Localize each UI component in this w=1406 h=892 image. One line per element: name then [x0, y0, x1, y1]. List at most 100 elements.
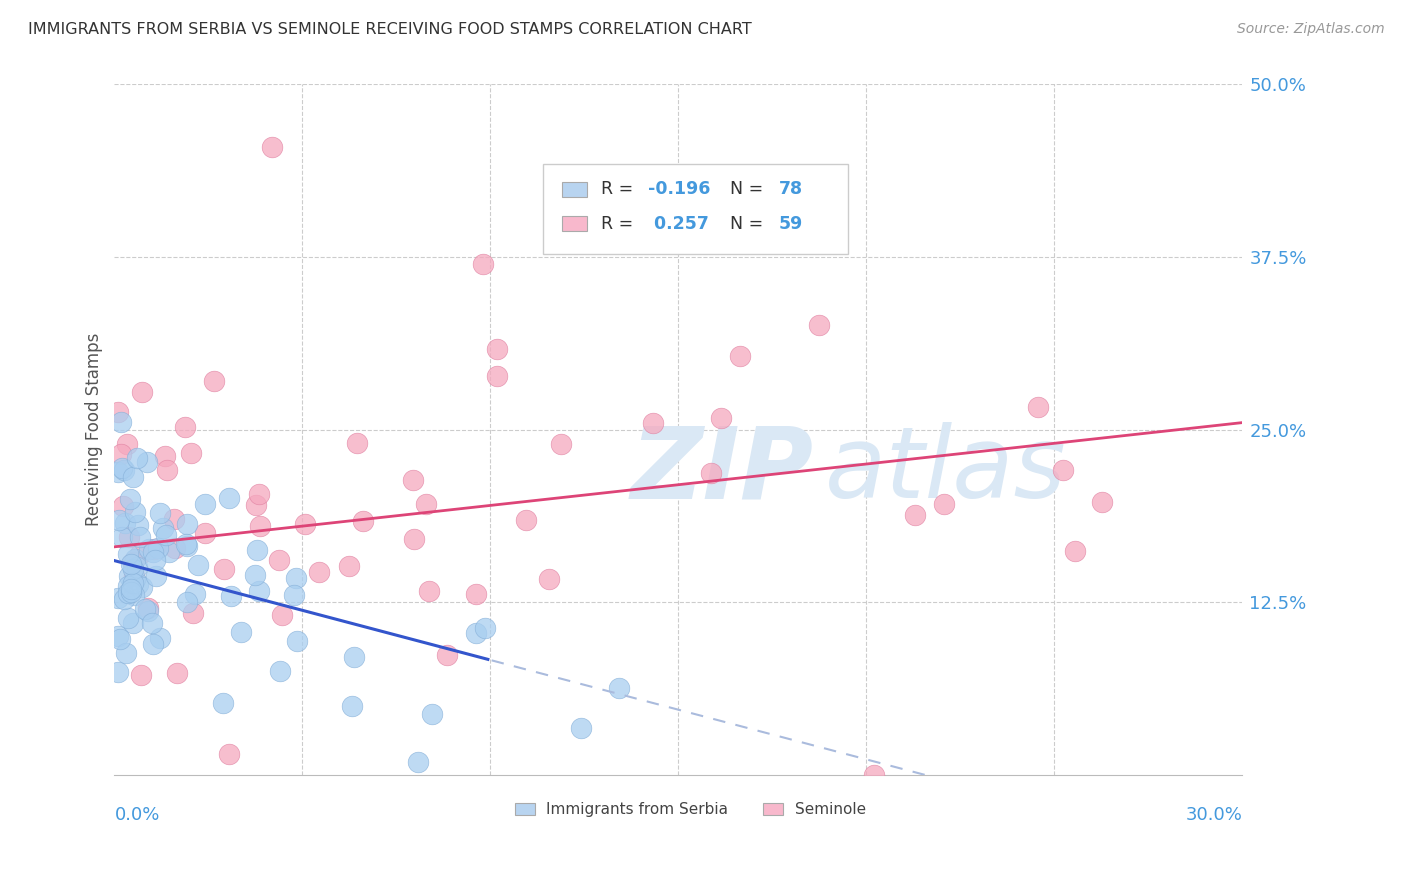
Point	[247, 583, 270, 598]
Point	[181, 606, 204, 620]
Point	[486, 368, 509, 383]
Text: Immigrants from Serbia: Immigrants from Serbia	[547, 802, 728, 816]
Text: IMMIGRANTS FROM SERBIA VS SEMINOLE RECEIVING FOOD STAMPS CORRELATION CHART: IMMIGRANTS FROM SERBIA VS SEMINOLE RECEI…	[28, 22, 752, 37]
Point	[117, 437, 139, 451]
Point	[1052, 463, 1074, 477]
Point	[114, 516, 136, 530]
Point	[212, 696, 235, 710]
Point	[537, 573, 560, 587]
Text: 78: 78	[779, 180, 803, 198]
Point	[464, 587, 486, 601]
Point	[202, 374, 225, 388]
Point	[124, 552, 146, 566]
Point	[127, 518, 149, 533]
Text: atlas: atlas	[825, 423, 1067, 519]
Point	[120, 492, 142, 507]
Point	[728, 349, 751, 363]
Point	[219, 589, 242, 603]
Point	[308, 565, 330, 579]
Point	[184, 587, 207, 601]
Text: ZIP: ZIP	[631, 423, 814, 519]
Point	[122, 576, 145, 591]
Point	[149, 506, 172, 520]
Point	[174, 537, 197, 551]
Point	[904, 508, 927, 522]
FancyBboxPatch shape	[515, 803, 536, 815]
Point	[145, 569, 167, 583]
Text: Source: ZipAtlas.com: Source: ZipAtlas.com	[1237, 22, 1385, 37]
Point	[118, 530, 141, 544]
Point	[465, 626, 488, 640]
Point	[110, 632, 132, 646]
Point	[474, 621, 496, 635]
Point	[121, 470, 143, 484]
Point	[194, 497, 217, 511]
Point	[157, 545, 180, 559]
Point	[408, 756, 430, 770]
Point	[180, 446, 202, 460]
Point	[163, 541, 186, 556]
Point	[173, 420, 195, 434]
Point	[131, 385, 153, 400]
Point	[710, 411, 733, 425]
Point	[127, 577, 149, 591]
Point	[155, 463, 177, 477]
Point	[107, 591, 129, 606]
Point	[107, 405, 129, 419]
Text: R =: R =	[600, 215, 638, 233]
Point	[111, 530, 134, 544]
Text: Seminole: Seminole	[794, 802, 866, 816]
Point	[121, 555, 143, 569]
Point	[166, 665, 188, 680]
Point	[134, 602, 156, 616]
Point	[193, 526, 215, 541]
FancyBboxPatch shape	[763, 803, 783, 815]
Point	[337, 559, 360, 574]
Point	[117, 611, 139, 625]
Point	[107, 513, 129, 527]
Point	[117, 586, 139, 600]
Point	[340, 699, 363, 714]
Point	[249, 518, 271, 533]
Point	[142, 541, 165, 556]
Point	[107, 465, 129, 479]
FancyBboxPatch shape	[562, 216, 588, 231]
Point	[117, 578, 139, 592]
Point	[176, 517, 198, 532]
Point	[162, 512, 184, 526]
Text: -0.196: -0.196	[648, 180, 710, 198]
Point	[247, 487, 270, 501]
Y-axis label: Receiving Food Stamps: Receiving Food Stamps	[86, 333, 103, 526]
Point	[136, 600, 159, 615]
Point	[515, 513, 537, 527]
Point	[152, 521, 174, 535]
Point	[485, 342, 508, 356]
Point	[122, 588, 145, 602]
Point	[155, 449, 177, 463]
Point	[294, 516, 316, 531]
Point	[863, 767, 886, 781]
Point	[402, 473, 425, 487]
Point	[343, 649, 366, 664]
Point	[112, 499, 135, 513]
Text: N =: N =	[718, 180, 769, 198]
Point	[262, 139, 284, 153]
Point	[346, 435, 368, 450]
Point	[245, 498, 267, 512]
Text: 30.0%: 30.0%	[1185, 805, 1243, 823]
Point	[569, 721, 592, 735]
Point	[402, 533, 425, 547]
FancyBboxPatch shape	[562, 182, 588, 197]
Point	[700, 466, 723, 480]
Point	[418, 584, 440, 599]
Point	[142, 545, 165, 559]
Point	[129, 547, 152, 561]
Point	[285, 634, 308, 648]
Point	[187, 558, 209, 573]
Point	[107, 629, 129, 643]
Point	[125, 450, 148, 465]
Point	[176, 539, 198, 553]
Point	[141, 616, 163, 631]
Point	[112, 463, 135, 477]
Point	[124, 505, 146, 519]
